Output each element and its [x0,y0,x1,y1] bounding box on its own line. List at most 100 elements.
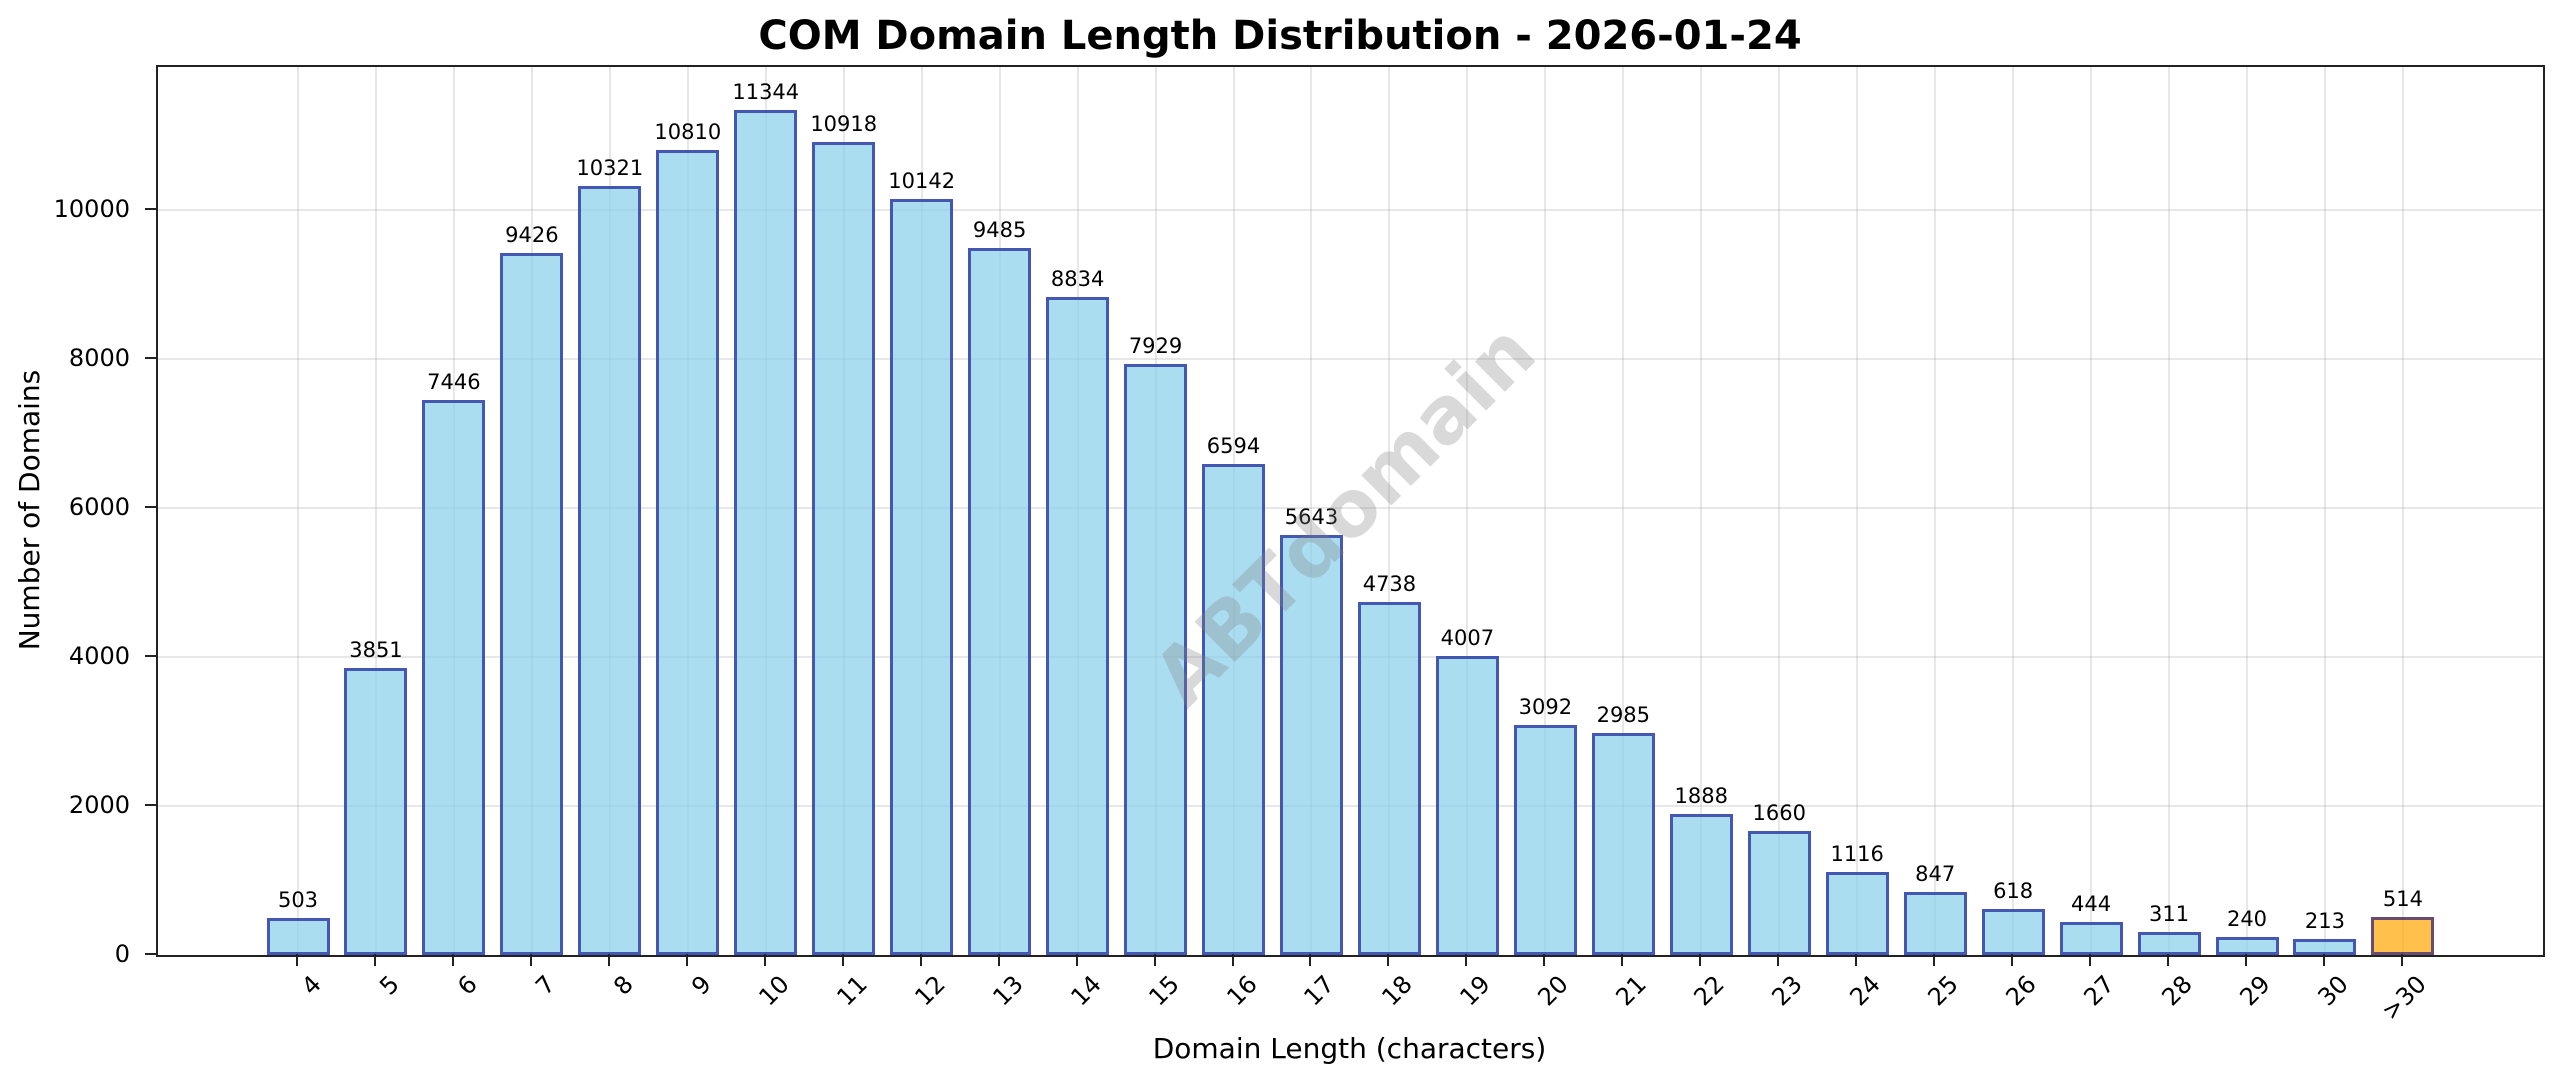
x-tick [685,954,688,966]
bar-15 [1124,364,1188,955]
gridline-horizontal [158,804,2543,807]
plot-area: 503 3851 7446 9426 10321 10810 11344 10918 10142… [156,65,2545,957]
y-tick-label: 4000 [68,641,130,670]
bar-26 [1981,908,2045,955]
gridline-vertical [2246,67,2248,955]
y-tick-label: 2000 [68,790,130,819]
x-tick [1465,954,1468,966]
x-tick-label: 29 [2234,970,2276,1012]
x-tick [1621,954,1624,966]
bar-value-label: 11344 [732,79,800,104]
bar-4 [266,917,330,955]
bar-21 [1591,732,1655,955]
x-axis-label: Domain Length (characters) [1152,1032,1547,1065]
bar-value-label: 847 [1915,861,1956,886]
bar-value-label: 2985 [1596,702,1651,727]
x-tick [529,954,532,966]
x-tick-label: 14 [1064,970,1107,1012]
x-tick [2167,954,2170,966]
gridline-vertical [1856,67,1859,955]
y-tick [145,505,157,508]
x-tick-label: 4 [296,970,327,1001]
gridline-horizontal [158,357,2543,360]
y-tick [145,207,157,210]
bar-11 [812,141,876,955]
bar-5 [344,668,408,955]
x-tick-label: 12 [909,970,951,1012]
x-tick [1777,954,1780,966]
bar-24 [1825,871,1889,955]
x-tick [1855,954,1858,966]
bar-9 [656,149,720,955]
x-tick [841,954,844,966]
y-tick-label: 6000 [68,492,130,521]
x-tick [1153,954,1156,966]
gridline-vertical [1622,67,1625,955]
x-tick-label: 15 [1142,970,1185,1012]
x-tick-label: 27 [2078,970,2120,1012]
bar-value-label: 1116 [1830,841,1884,866]
bar-12 [890,199,954,955]
x-tick-label: 23 [1766,970,1809,1012]
x-tick-label: 16 [1220,970,1263,1012]
x-tick-label: 11 [831,970,873,1012]
gridline-vertical [297,67,299,955]
bar-19 [1435,656,1499,955]
x-tick-label: 7 [530,970,561,1001]
bar-18 [1357,602,1421,955]
x-tick [296,954,298,966]
x-tick-label: 5 [374,970,405,1001]
x-tick [1387,954,1390,966]
y-tick-label: 8000 [68,343,130,372]
x-tick [2322,954,2325,966]
gridline-vertical [1466,67,1469,955]
gridline-vertical [2168,67,2171,955]
x-tick-label: 20 [1532,970,1575,1012]
gridline-vertical [1544,67,1547,955]
x-tick-label: 13 [987,970,1029,1012]
x-tick-label: 6 [452,970,483,1001]
x-tick-label: 25 [1922,970,1964,1012]
gridline-vertical [1388,67,1391,955]
gridline-vertical [1778,67,1781,955]
bar-29 [2215,937,2279,955]
x-tick [1543,954,1546,966]
bar-value-label: 514 [2382,886,2423,911]
bar-value-label: 10321 [576,156,644,181]
bar-value-label: 4007 [1440,626,1495,651]
y-tick-label: 0 [114,940,130,968]
y-tick [145,803,157,806]
x-tick-label: 19 [1454,970,1497,1012]
x-tick-label: 8 [608,970,639,1001]
bar-value-label: 6594 [1206,433,1261,458]
bar-value-label: 240 [2226,907,2268,932]
x-tick [2011,954,2014,966]
bar-10 [734,109,798,955]
bar-value-label: 10142 [888,169,956,194]
y-tick [145,953,157,955]
bar-value-label: 4738 [1362,572,1417,596]
bar-value-label: 10918 [810,111,878,136]
bar-16 [1202,463,1266,955]
gridline-vertical [2090,67,2093,955]
bar-7 [500,252,564,955]
bar-value-label: 1660 [1752,801,1806,826]
bar-value-label: 9426 [505,222,559,247]
bar-17 [1279,534,1343,955]
x-tick-label: 30 [2312,970,2354,1012]
x-tick-label: 24 [1844,970,1886,1012]
x-tick [1231,954,1234,966]
bar-value-label: 10810 [654,119,722,144]
bar-20 [1513,724,1577,955]
bar-14 [1046,296,1110,955]
bar-value-label: 9485 [972,218,1027,243]
bar-value-label: 3851 [349,638,403,663]
x-tick-label: 18 [1376,970,1419,1012]
x-tick-label: 22 [1688,970,1731,1012]
gridline-vertical [2401,67,2404,955]
x-tick [997,954,1000,966]
bar-25 [1903,891,1967,955]
x-tick [1075,954,1078,966]
gridline-vertical [2012,67,2015,955]
gridline-vertical [1934,67,1937,955]
